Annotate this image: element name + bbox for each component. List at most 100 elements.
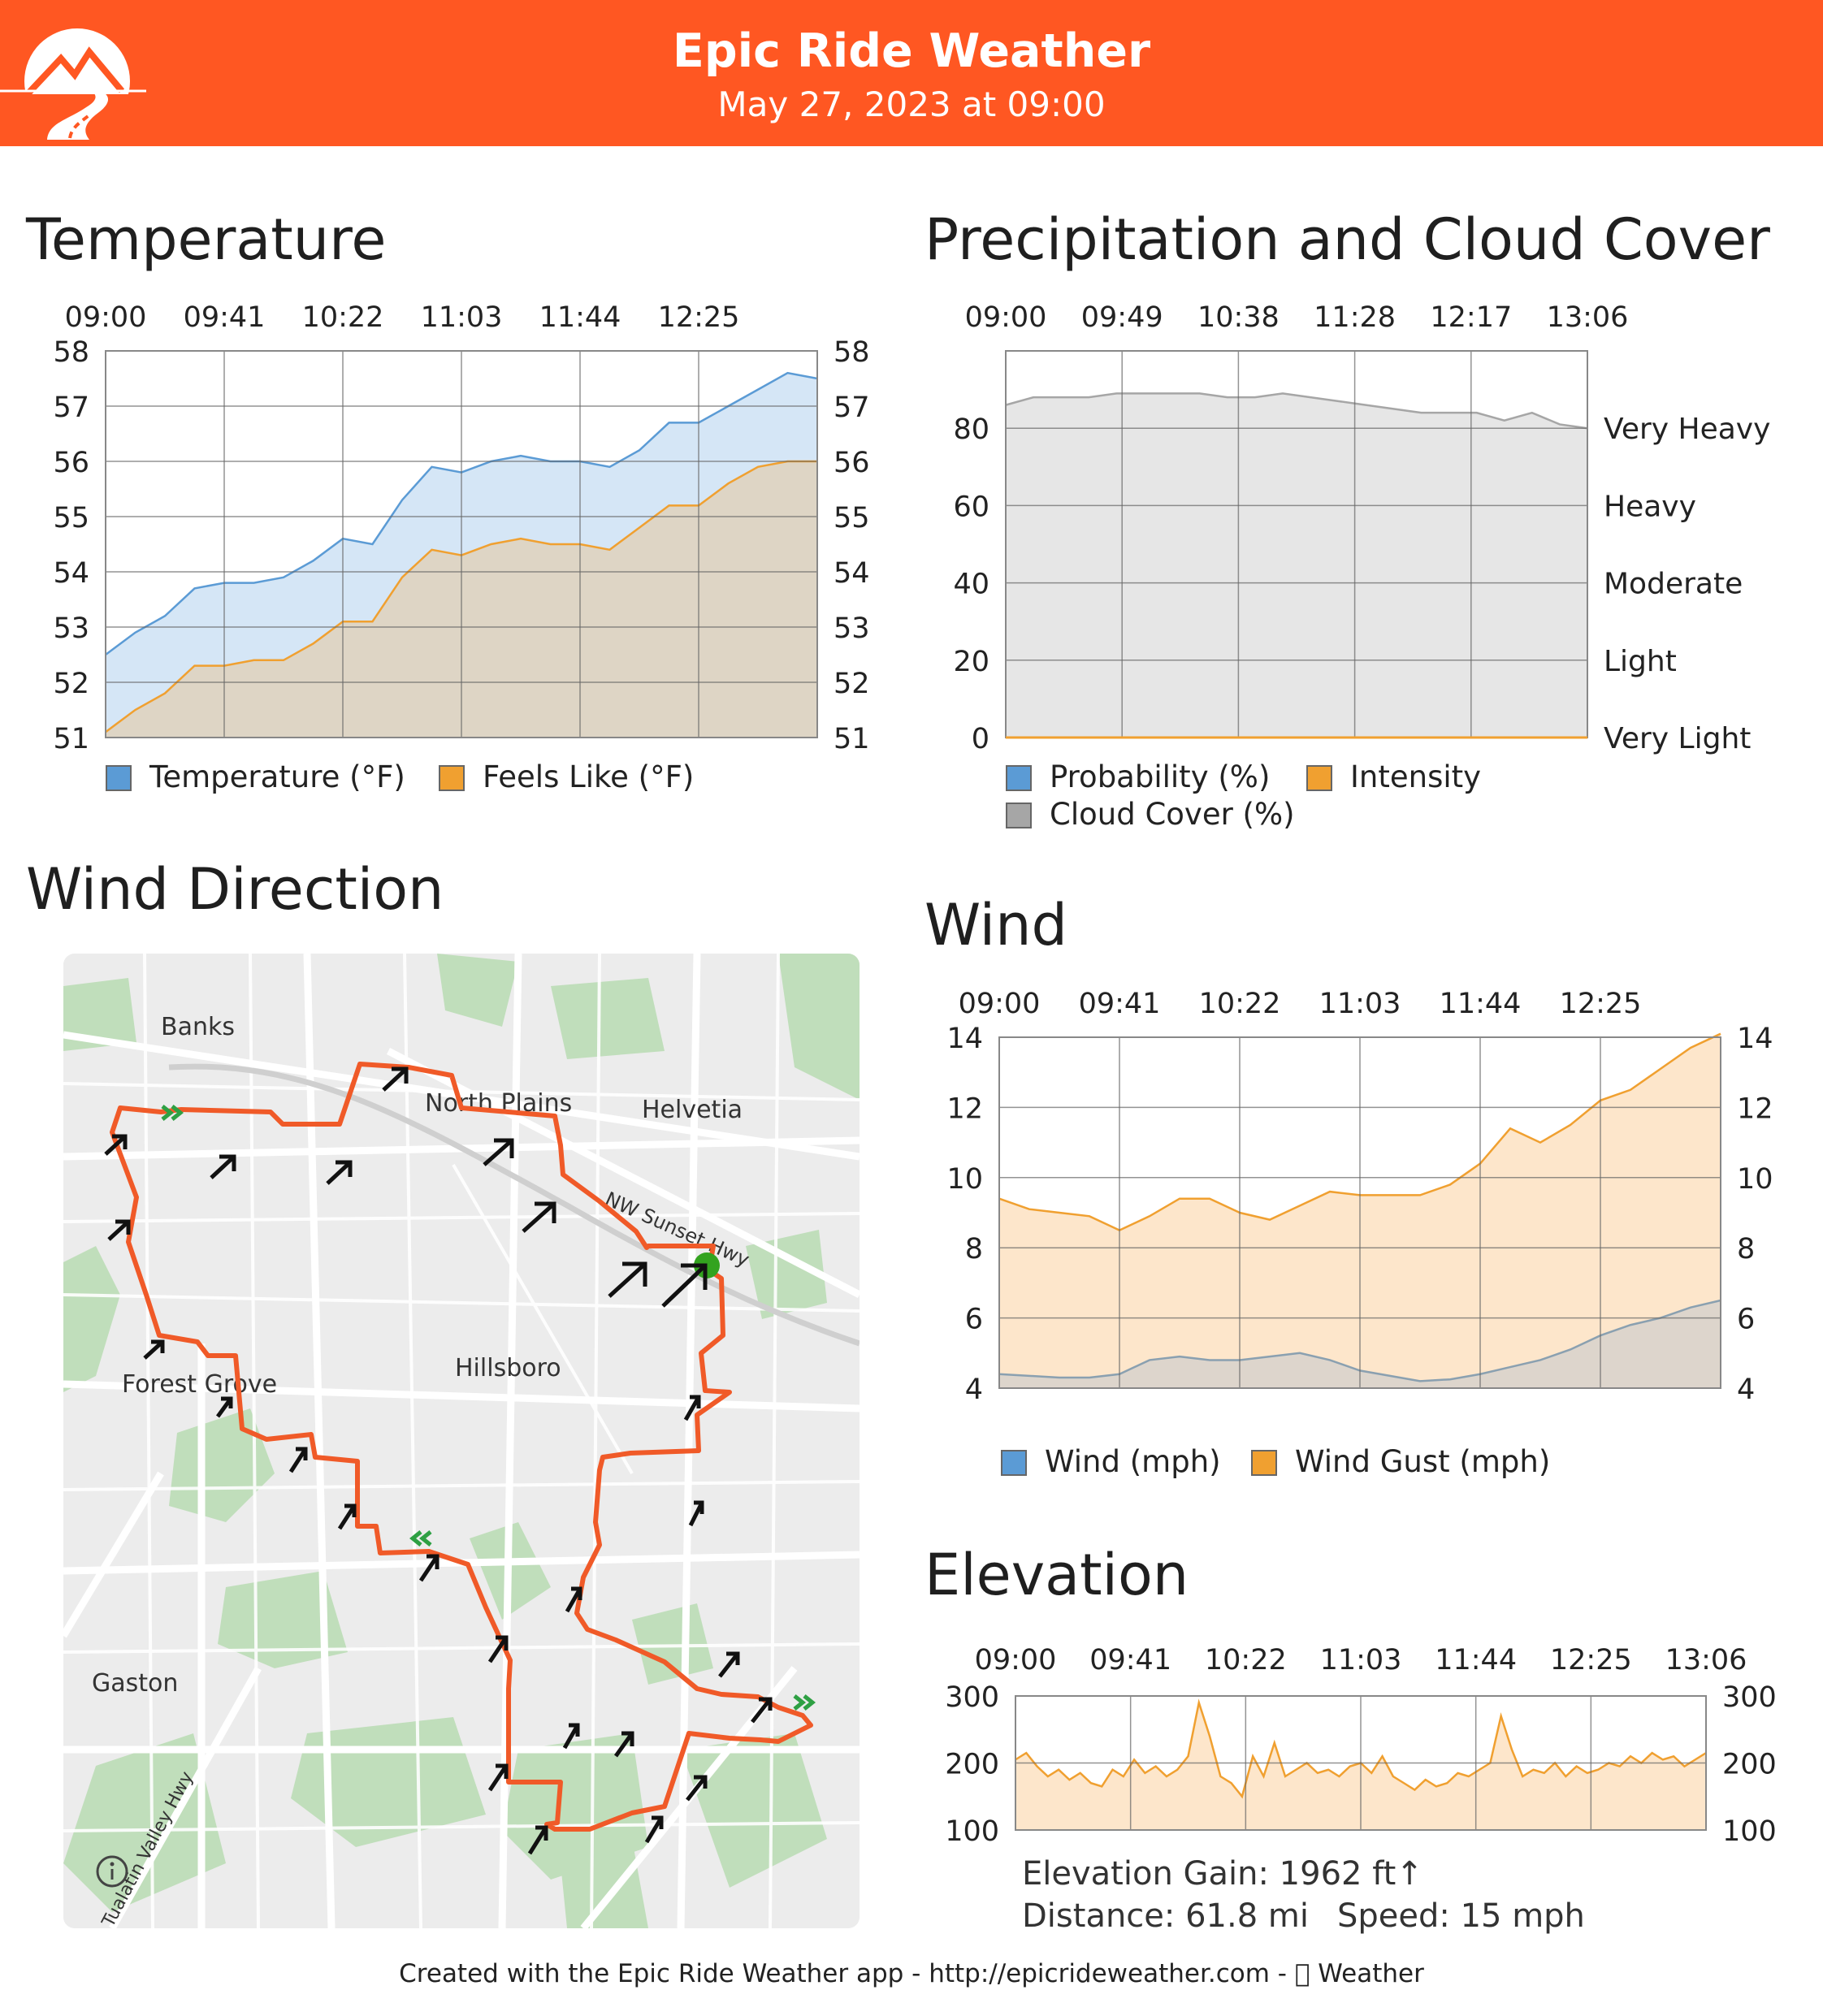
x-tick: 13:06 — [1547, 301, 1629, 334]
direction-chevrons — [161, 1105, 816, 1711]
wind-title: Wind — [924, 892, 1067, 958]
legend-wind-gust: Wind Gust (mph) — [1251, 1444, 1550, 1479]
distance: Distance: 61.8 mi — [1022, 1897, 1309, 1935]
wind-legend: Wind (mph) Wind Gust (mph) — [1001, 1444, 1651, 1485]
wind-chart: 4 4 6 6 8 8 10 10 12 12 14 14 09:00 09:41 10:22 11:03 11… — [918, 979, 1820, 1442]
x-tick: 10:22 — [302, 301, 384, 334]
wind-direction-title: Wind Direction — [26, 856, 444, 923]
legend-wind-label: Wind (mph) — [1045, 1444, 1221, 1479]
legend-feels-like-label: Feels Like (°F) — [483, 759, 695, 794]
x-tick: 10:38 — [1197, 301, 1280, 334]
y-tick-left: 4 — [965, 1374, 983, 1406]
x-tick: 12:17 — [1430, 301, 1512, 334]
map-info-icon[interactable] — [95, 1854, 129, 1888]
intensity-label: Heavy — [1604, 490, 1696, 523]
app-title: Epic Ride Weather — [672, 24, 1151, 78]
app-header: Epic Ride Weather May 27, 2023 at 09:00 — [0, 0, 1823, 146]
x-tick: 11:28 — [1314, 301, 1396, 334]
legend-probability-label: Probability (%) — [1050, 759, 1271, 794]
legend-intensity: Intensity — [1306, 759, 1481, 794]
x-tick: 11:03 — [1319, 988, 1401, 1020]
y-tick-left: 40 — [953, 569, 989, 601]
highway — [168, 1063, 860, 1347]
minor-roads — [63, 954, 860, 1928]
x-tick: 10:22 — [1205, 1644, 1287, 1676]
x-tick: 09:41 — [1079, 988, 1161, 1020]
x-tick: 09:49 — [1081, 301, 1163, 334]
y-tick-left: 51 — [53, 723, 89, 755]
y-tick-right: 100 — [1722, 1815, 1777, 1848]
legend-wind: Wind (mph) — [1001, 1444, 1221, 1479]
y-tick-right: 56 — [834, 447, 870, 479]
x-tick: 11:03 — [421, 301, 503, 334]
x-tick: 12:25 — [1550, 1644, 1632, 1676]
x-tick: 09:00 — [959, 988, 1041, 1020]
intensity-label: Very Heavy — [1604, 413, 1770, 446]
y-tick-left: 14 — [946, 1023, 983, 1055]
temperature-title: Temperature — [26, 206, 387, 273]
x-tick: 09:00 — [65, 301, 147, 334]
plot-border — [105, 350, 818, 738]
legend-temperature: Temperature (°F) — [106, 759, 405, 794]
y-tick-right: 58 — [834, 336, 870, 369]
legend-probability: Probability (%) — [1006, 759, 1270, 794]
feels-like-swatch — [439, 765, 465, 791]
map-label-helvetia: Helvetia — [642, 1096, 743, 1124]
y-tick-left: 55 — [53, 502, 89, 534]
legend-cloud-cover-label: Cloud Cover (%) — [1050, 797, 1295, 832]
y-tick-left: 20 — [953, 646, 989, 678]
precipitation-chart: 0 20 40 60 80 09:00 09:49 10:38 11:28 12:17 13:06 V… — [918, 292, 1820, 755]
intensity-label: Moderate — [1604, 568, 1743, 601]
legend-cloud-cover: Cloud Cover (%) — [1006, 797, 1295, 832]
x-tick: 09:41 — [1089, 1644, 1171, 1676]
x-tick: 10:22 — [1199, 988, 1281, 1020]
y-tick-left: 0 — [972, 723, 989, 755]
x-tick: 12:25 — [658, 301, 740, 334]
y-tick-left: 58 — [53, 336, 89, 369]
y-tick-left: 300 — [945, 1681, 999, 1714]
y-tick-left: 10 — [946, 1163, 983, 1196]
series-area-0 — [1006, 393, 1587, 738]
y-tick-left: 60 — [953, 491, 989, 523]
map-label-banks: Banks — [161, 1013, 235, 1041]
series-line-0 — [1005, 392, 1588, 430]
legend-feels-like: Feels Like (°F) — [439, 759, 694, 794]
temperature-swatch — [106, 765, 132, 791]
elevation-title: Elevation — [924, 1542, 1189, 1608]
wind-direction-map[interactable]: Banks North Plains Helvetia NW Sunset Hw… — [63, 954, 860, 1928]
intensity-swatch — [1306, 765, 1332, 791]
wind-swatch — [1001, 1450, 1027, 1476]
footer-credit: Created with the Epic Ride Weather app -… — [399, 1959, 1424, 1988]
elevation-chart: 100 100 200 200 300 300 09:00 09:41 10:22 11:03 11… — [918, 1629, 1820, 1852]
wind-gust-swatch — [1251, 1450, 1277, 1476]
cloud-cover-swatch — [1006, 803, 1032, 828]
y-tick-right: 200 — [1722, 1749, 1777, 1781]
y-tick-left: 54 — [53, 557, 89, 590]
y-tick-left: 8 — [965, 1233, 983, 1265]
x-tick: 11:44 — [1440, 988, 1522, 1020]
y-tick-left: 52 — [53, 668, 89, 700]
legend-temperature-label: Temperature (°F) — [149, 759, 405, 794]
x-tick: 09:00 — [965, 301, 1047, 334]
y-tick-right: 12 — [1737, 1092, 1773, 1125]
plot-border — [1015, 1695, 1707, 1831]
intensity-label: Light — [1604, 645, 1677, 678]
temperature-legend: Temperature (°F) Feels Like (°F) — [106, 759, 756, 800]
y-tick-right: 4 — [1737, 1374, 1755, 1406]
plot-border — [998, 1036, 1721, 1389]
y-tick-left: 200 — [945, 1749, 999, 1781]
x-tick: 11:44 — [539, 301, 621, 334]
route-path — [110, 1062, 813, 1832]
wind-arrows — [104, 1066, 773, 1855]
y-tick-right: 6 — [1737, 1304, 1755, 1336]
y-tick-right: 8 — [1737, 1233, 1755, 1265]
y-tick-right: 10 — [1737, 1163, 1773, 1196]
x-tick: 13:06 — [1665, 1644, 1747, 1676]
x-tick: 09:41 — [184, 301, 266, 334]
y-tick-right: 54 — [834, 557, 870, 590]
y-tick-left: 80 — [953, 413, 989, 446]
x-tick: 11:44 — [1435, 1644, 1517, 1676]
legend-intensity-label: Intensity — [1350, 759, 1482, 794]
y-tick-right: 300 — [1722, 1681, 1777, 1714]
map-label-hillsboro: Hillsboro — [455, 1354, 561, 1382]
